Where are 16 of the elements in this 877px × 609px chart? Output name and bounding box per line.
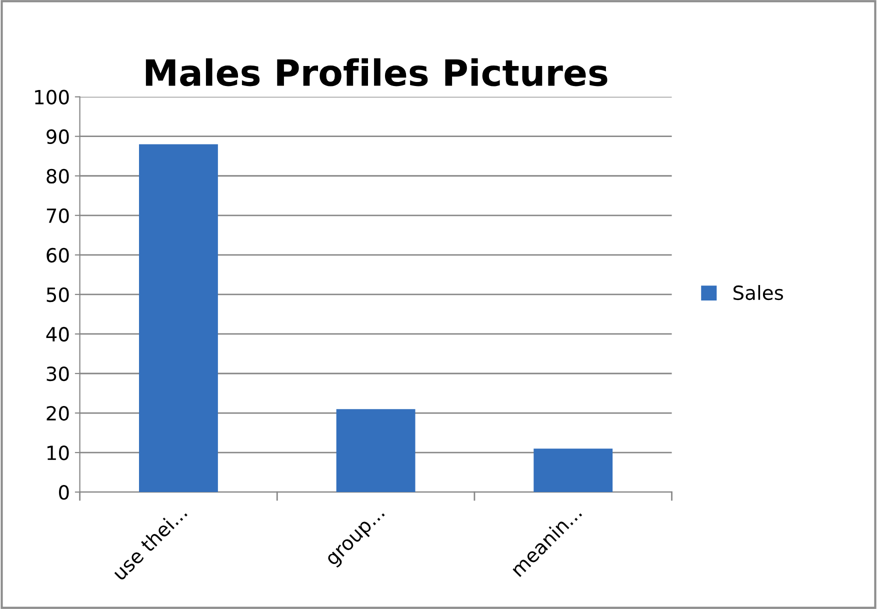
legend-label: Sales bbox=[734, 285, 784, 300]
y-tick-label: 80 bbox=[46, 168, 69, 184]
y-tick-label: 30 bbox=[46, 366, 69, 382]
y-tick-label: 70 bbox=[46, 208, 69, 224]
y-tick-label: 90 bbox=[46, 129, 69, 144]
y-tick-label: 60 bbox=[46, 248, 69, 263]
y-tick-label: 10 bbox=[47, 446, 69, 460]
y-tick-label: 40 bbox=[46, 326, 69, 342]
y-tick-label: 0 bbox=[58, 485, 69, 500]
bar bbox=[139, 144, 218, 492]
y-tick-label: 20 bbox=[46, 406, 69, 421]
y-tick-label: 100 bbox=[35, 90, 69, 104]
bar bbox=[534, 448, 613, 492]
bar bbox=[336, 409, 416, 492]
chart-title: Males Profiles Pictures bbox=[146, 58, 608, 86]
y-tick-label: 50 bbox=[46, 287, 69, 302]
